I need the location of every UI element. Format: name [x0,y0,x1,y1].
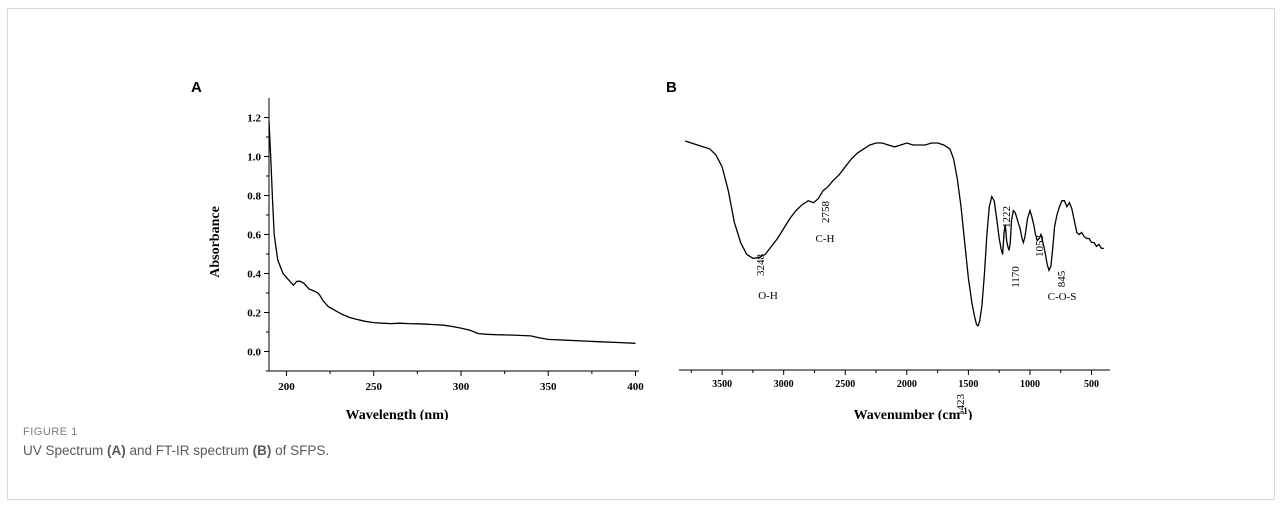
panel-b-x-tick-label: 2500 [835,379,855,390]
panel-a-y-tick-label: 0.4 [247,269,261,281]
figure-caption-label: FIGURE 1 [23,426,78,438]
panel-a-x-tick-label: 300 [453,381,470,393]
panel-b-x-ticks: 3500 3000 2500 2000 1500 1000 500 [690,370,1099,390]
panel-a-label: A [191,79,202,96]
panel-b-peak-wavenumber-label: 1170 [1010,266,1022,288]
panel-a-y-tick-label: 0.6 [247,230,261,242]
panel-b-peak-wavenumber-label: 1053 [1034,235,1046,258]
panel-a-y-tick-label: 0.0 [247,347,261,359]
panel-b-peak-assignment-label: C-O-S [1048,291,1077,303]
panel-b-peak-wavenumber-label: 845 [1056,270,1068,287]
panel-a-y-tick-label: 0.2 [247,308,261,320]
panel-a-y-axis-label: Absorbance [208,206,223,278]
panel-b-peak-wavenumber-label: 3248 [755,254,767,277]
panel-b-peak-assignment-label: C-H [816,233,835,245]
figure-caption: UV Spectrum (A) and FT-IR spectrum (B) o… [23,443,330,458]
panel-a-x-tick-label: 250 [365,381,382,393]
panel-a-y-tick-label: 0.8 [247,191,261,203]
panel-b-x-tick-label: 1000 [1020,379,1040,390]
panel-b-peak-wavenumber-label: 1222 [1001,206,1013,228]
panel-a-y-tick-label: 1.2 [247,113,261,125]
panel-b-peak-annotations: 3248O-H2758C-H1423C-O122211701053845C-O-… [755,201,1077,417]
panel-b-peak-assignment-label: O-H [758,290,778,302]
panel-b-x-tick-label: 3500 [712,379,732,390]
panel-b-peak-wavenumber-label: 1423 [955,394,967,417]
panel-a: A 200 250 300 350 400 0.00.20.40.60.81.01.2 … [191,79,644,420]
panel-b-label: B [666,79,677,96]
panel-a-x-tick-label: 400 [627,381,644,393]
panel-b-x-axis-label: Wavenumber (cm-1) [854,406,973,420]
panel-a-y-ticks: 0.0 0.2 0.4 0.6 0.8 1.0 1.2 [247,113,269,372]
panel-b-x-tick-label: 2000 [897,379,917,390]
panel-a-x-tick-label: 200 [278,381,295,393]
panel-a-x-tick-label: 350 [540,381,557,393]
panel-b-ftir-spectrum-line [684,140,1104,328]
panel-b-x-tick-label: 1500 [958,379,978,390]
panel-a-y-tick-label: 1.0 [247,152,261,164]
panel-b-x-tick-label: 500 [1084,379,1099,390]
panel-a-x-axis-label: Wavelength (nm) [345,408,448,420]
panel-a-x-ticks: 200 250 300 350 400 [278,371,644,393]
figure-plots: A 200 250 300 350 400 0.00.20.40.60.81.01.2 … [191,79,1110,420]
panel-b-x-tick-label: 3000 [774,379,794,390]
panel-a-uv-spectrum-line [268,121,636,344]
figure-frame [7,8,1275,500]
panel-b: B 3500 3000 2500 2000 1500 1000 500 3248 O-H 275… [666,79,1110,420]
panel-b-peak-wavenumber-label: 2758 [820,201,832,224]
